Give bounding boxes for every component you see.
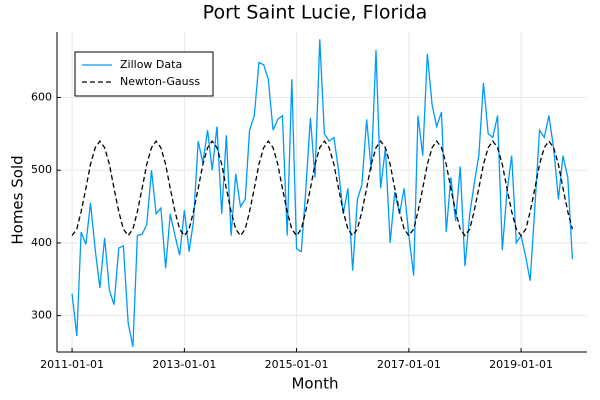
y-axis-label: Homes Sold: [9, 155, 27, 244]
x-tick-label: 2017-01-01: [377, 358, 441, 371]
data-line: [71, 39, 574, 348]
x-tick-label: 2015-01-01: [265, 358, 329, 371]
legend-box: [74, 51, 214, 97]
y-tick-label: 500: [31, 163, 52, 176]
x-tick-label: 2019-01-01: [489, 358, 553, 371]
x-tick-label: 2011-01-01: [40, 358, 104, 371]
data-line: [71, 139, 574, 237]
x-axis-label: Month: [291, 375, 338, 393]
y-tick-label: 400: [31, 236, 52, 249]
y-tick-label: 600: [31, 90, 52, 103]
legend-label: Newton-Gauss: [120, 75, 200, 88]
legend-label: Zillow Data: [120, 58, 182, 71]
chart-title: Port Saint Lucie, Florida: [203, 2, 428, 24]
y-tick-label: 300: [31, 309, 52, 322]
x-tick-label: 2013-01-01: [152, 358, 216, 371]
